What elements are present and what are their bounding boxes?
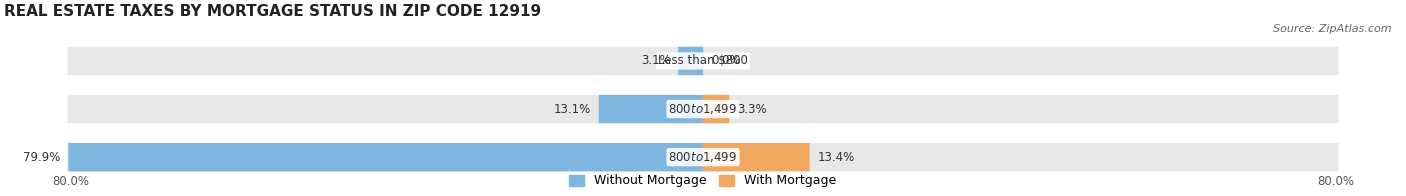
FancyBboxPatch shape bbox=[703, 143, 810, 171]
Text: 3.3%: 3.3% bbox=[737, 103, 766, 116]
FancyBboxPatch shape bbox=[599, 95, 703, 123]
Text: 80.0%: 80.0% bbox=[52, 175, 89, 188]
FancyBboxPatch shape bbox=[678, 47, 703, 75]
Text: 80.0%: 80.0% bbox=[1317, 175, 1354, 188]
Text: 79.9%: 79.9% bbox=[22, 151, 60, 164]
Text: $800 to $1,499: $800 to $1,499 bbox=[668, 102, 738, 116]
FancyBboxPatch shape bbox=[703, 95, 730, 123]
Text: 13.1%: 13.1% bbox=[554, 103, 591, 116]
Text: Less than $800: Less than $800 bbox=[658, 54, 748, 67]
FancyBboxPatch shape bbox=[67, 143, 1339, 171]
Text: 13.4%: 13.4% bbox=[817, 151, 855, 164]
Text: Source: ZipAtlas.com: Source: ZipAtlas.com bbox=[1274, 24, 1392, 34]
Legend: Without Mortgage, With Mortgage: Without Mortgage, With Mortgage bbox=[564, 170, 842, 192]
FancyBboxPatch shape bbox=[67, 47, 1339, 75]
FancyBboxPatch shape bbox=[69, 143, 703, 171]
Text: $800 to $1,499: $800 to $1,499 bbox=[668, 150, 738, 164]
Text: REAL ESTATE TAXES BY MORTGAGE STATUS IN ZIP CODE 12919: REAL ESTATE TAXES BY MORTGAGE STATUS IN … bbox=[4, 4, 541, 19]
FancyBboxPatch shape bbox=[67, 95, 1339, 123]
Text: 0.0%: 0.0% bbox=[711, 54, 741, 67]
Text: 3.1%: 3.1% bbox=[641, 54, 671, 67]
